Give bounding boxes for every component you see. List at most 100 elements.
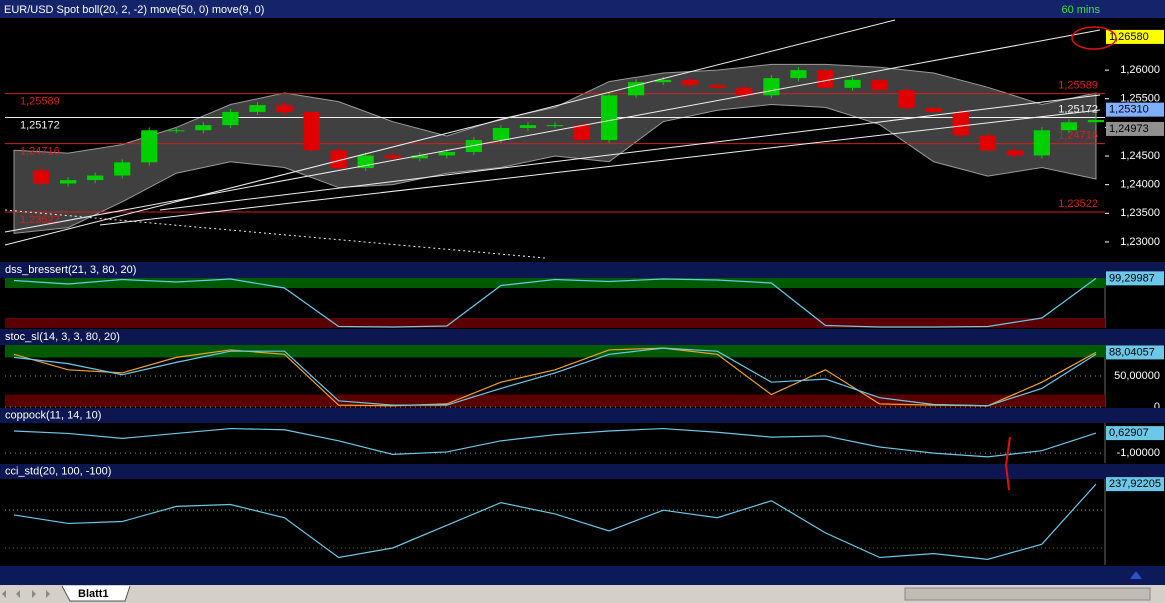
- candle: [709, 85, 726, 88]
- panel-header: [0, 408, 1165, 423]
- candle: [1006, 150, 1023, 156]
- candle: [979, 135, 996, 151]
- nav-prev[interactable]: [16, 590, 20, 598]
- y-tick-label: 1,26000: [1120, 64, 1160, 76]
- candle: [114, 162, 131, 176]
- last-value-label: 1,25310: [1109, 104, 1149, 116]
- last-value-label: 88,04057: [1109, 346, 1155, 358]
- nav-last[interactable]: [46, 590, 50, 598]
- level-label: 1,24716: [1058, 130, 1098, 142]
- candle: [60, 180, 77, 184]
- level-label: 1,25589: [1058, 80, 1098, 92]
- y-tick-label: 1,23000: [1120, 236, 1160, 248]
- candle: [628, 82, 645, 96]
- candle: [573, 125, 591, 140]
- level-label: 1,23522: [20, 214, 60, 226]
- candle: [898, 90, 915, 108]
- candle: [1033, 130, 1050, 156]
- tab[interactable]: [61, 585, 131, 602]
- candle: [249, 105, 266, 112]
- last-value-label: 0,62907: [1109, 427, 1149, 439]
- last-value-box: [1106, 345, 1164, 360]
- last-value-box: [1106, 102, 1164, 117]
- trendline: [4, 19, 896, 246]
- trendline: [99, 109, 1101, 226]
- y-tick-label: 1,24500: [1120, 150, 1160, 162]
- annotation-circle: [1071, 26, 1117, 50]
- scrollbar[interactable]: [904, 587, 1151, 601]
- candle: [546, 125, 564, 127]
- level-label: 1,25172: [1058, 103, 1098, 115]
- panel-header: [0, 464, 1165, 479]
- level-label: 1,23522: [1058, 198, 1098, 210]
- last-value-box: [1106, 477, 1164, 492]
- tab-bar: [0, 585, 1165, 603]
- annotation-stroke: [1004, 436, 1011, 491]
- candle: [871, 79, 888, 91]
- indicator-line: [13, 347, 1097, 407]
- candle: [600, 95, 618, 140]
- level-label: 1,25589: [20, 96, 60, 108]
- tab-label[interactable]: Blatt1: [78, 588, 109, 600]
- level-label: 1,25172: [20, 119, 60, 131]
- trendlines: [4, 19, 1101, 259]
- candle: [222, 111, 239, 126]
- indicator-line: [13, 427, 1097, 458]
- candle: [817, 70, 834, 88]
- candle: [438, 152, 455, 156]
- candle: [1087, 119, 1105, 123]
- candle: [763, 78, 780, 96]
- trendline: [4, 29, 1101, 233]
- candle: [1060, 122, 1078, 131]
- y-tick-label: 1,23500: [1120, 207, 1160, 219]
- panel-title: cci_std(20, 100, -100): [5, 465, 111, 477]
- candle: [925, 107, 942, 112]
- chart-title: EUR/USD Spot boll(20, 2, -2) move(50, 0)…: [4, 4, 264, 16]
- lower-zone: [5, 318, 1105, 328]
- candle: [519, 125, 537, 128]
- candle: [330, 150, 347, 169]
- last-value-label: 1,26580: [1109, 31, 1149, 43]
- last-value-label: 99,29987: [1109, 272, 1155, 284]
- candle: [32, 170, 50, 184]
- last-value-label: 237,92205: [1109, 478, 1161, 490]
- axis-icon[interactable]: [1130, 571, 1142, 579]
- indicator-line: [13, 277, 1097, 328]
- level-label: 1,24716: [20, 146, 60, 158]
- candle: [952, 111, 969, 136]
- lower-zone: [5, 394, 1105, 407]
- x-axis-bar: [0, 566, 1165, 585]
- indicator-line: [13, 483, 1097, 560]
- header-bar: [0, 0, 1165, 18]
- candle: [384, 155, 401, 159]
- tab-nav[interactable]: [2, 590, 50, 598]
- candle: [141, 130, 158, 163]
- candle: [195, 125, 212, 131]
- y-tick-label: 50,00000: [1114, 370, 1160, 382]
- candle: [492, 127, 510, 140]
- candle: [276, 105, 293, 112]
- candle: [844, 79, 861, 88]
- last-value-box: [1106, 426, 1164, 441]
- panel-title: coppock(11, 14, 10): [5, 409, 101, 421]
- y-tick-label: 1,25500: [1120, 93, 1160, 105]
- candle: [736, 87, 753, 96]
- panel-title: stoc_sl(14, 3, 3, 80, 20): [5, 331, 120, 343]
- panel-header: [0, 262, 1165, 278]
- timeframe: 60 mins: [1061, 4, 1100, 16]
- last-value-box: [1106, 121, 1164, 136]
- candle: [168, 130, 185, 132]
- last-value-box: [1106, 271, 1164, 286]
- last-value-box: [1106, 29, 1164, 44]
- candle: [87, 175, 104, 181]
- nav-first[interactable]: [2, 590, 6, 598]
- candle: [682, 79, 699, 86]
- candle: [303, 111, 320, 151]
- candle: [655, 79, 672, 83]
- y-tick-label: 1,24000: [1120, 179, 1160, 191]
- trendline: [4, 209, 546, 259]
- panel-title: dss_bressert(21, 3, 80, 20): [5, 264, 136, 276]
- nav-next[interactable]: [32, 590, 36, 598]
- indicator-line: [13, 347, 1097, 407]
